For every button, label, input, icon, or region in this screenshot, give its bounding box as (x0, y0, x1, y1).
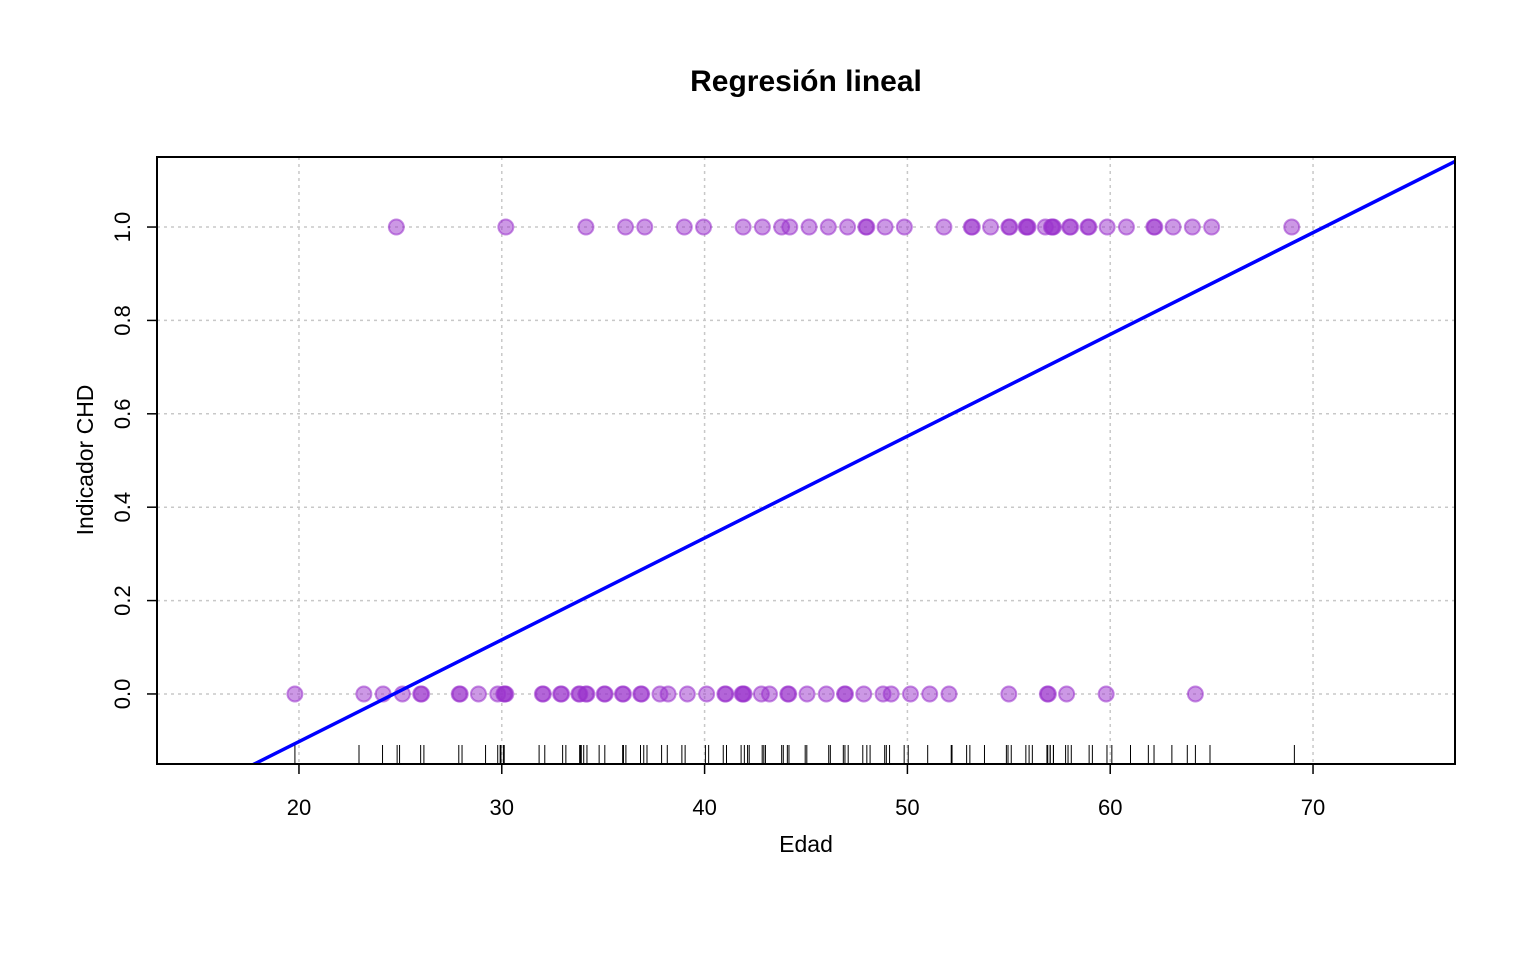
data-point (613, 685, 631, 703)
data-point (800, 218, 818, 236)
grid-lines (157, 157, 1455, 764)
data-point (716, 685, 734, 703)
data-point (882, 685, 900, 703)
x-axis-label: Edad (779, 831, 833, 857)
chart-title: Regresión lineal (690, 65, 922, 98)
data-point (1017, 218, 1035, 236)
x-tick-label: 60 (1098, 795, 1122, 820)
data-point (695, 218, 713, 236)
data-point (1058, 685, 1076, 703)
rug-marks (294, 745, 1295, 764)
data-point (1042, 218, 1060, 236)
y-tick-label: 0.0 (110, 679, 135, 710)
data-point (1117, 218, 1135, 236)
data-point (857, 218, 875, 236)
y-tick-label: 0.2 (110, 585, 135, 616)
data-point (1079, 218, 1097, 236)
x-tick-label: 30 (490, 795, 514, 820)
data-point (675, 218, 693, 236)
x-tick-label: 40 (692, 795, 716, 820)
data-point (286, 685, 304, 703)
x-tick-label: 70 (1301, 795, 1325, 820)
data-point (733, 685, 751, 703)
data-point (552, 685, 570, 703)
data-point (355, 685, 373, 703)
data-point (1203, 218, 1221, 236)
regression-line-group (250, 159, 1455, 764)
data-point (659, 685, 677, 703)
data-point (836, 685, 854, 703)
data-point (577, 218, 595, 236)
data-point (839, 218, 857, 236)
data-point (760, 685, 778, 703)
data-point (1061, 218, 1079, 236)
data-point (632, 685, 650, 703)
data-point (1038, 685, 1056, 703)
data-point (678, 685, 696, 703)
data-point (577, 685, 595, 703)
data-point (636, 218, 654, 236)
data-point (1145, 218, 1163, 236)
data-point (616, 218, 634, 236)
data-point (533, 685, 551, 703)
data-point (495, 685, 513, 703)
y-tick-label: 0.4 (110, 492, 135, 523)
data-point (895, 218, 913, 236)
y-axis: 0.0 0.2 0.4 0.6 0.8 1.0 (110, 212, 157, 710)
data-point (876, 218, 894, 236)
data-point (1283, 218, 1301, 236)
y-axis-label: Indicador CHD (72, 385, 98, 536)
data-point (817, 685, 835, 703)
data-point (1164, 218, 1182, 236)
data-point (940, 685, 958, 703)
data-point (1000, 685, 1018, 703)
data-point (855, 685, 873, 703)
data-point (819, 218, 837, 236)
data-point (734, 218, 752, 236)
data-point (1097, 685, 1115, 703)
data-point (753, 218, 771, 236)
x-tick-label: 50 (895, 795, 919, 820)
data-point (595, 685, 613, 703)
data-point (798, 685, 816, 703)
data-point (982, 218, 1000, 236)
x-tick-label: 20 (287, 795, 311, 820)
regression-line (250, 159, 1455, 764)
scatter-points (286, 218, 1301, 703)
y-tick-label: 0.6 (110, 399, 135, 430)
data-point (469, 685, 487, 703)
data-point (962, 218, 980, 236)
data-point (921, 685, 939, 703)
data-point (901, 685, 919, 703)
data-point (1098, 218, 1116, 236)
data-point (497, 218, 515, 236)
y-tick-label: 0.8 (110, 305, 135, 336)
data-point (387, 218, 405, 236)
data-point (779, 685, 797, 703)
data-point (698, 685, 716, 703)
data-point (1183, 218, 1201, 236)
data-point (781, 218, 799, 236)
data-point (412, 685, 430, 703)
data-point (1186, 685, 1204, 703)
data-point (935, 218, 953, 236)
data-point (1000, 218, 1018, 236)
x-axis: 20 30 40 50 60 70 (287, 764, 1325, 820)
plot-frame (156, 156, 1456, 765)
y-tick-label: 1.0 (110, 212, 135, 243)
data-point (450, 685, 468, 703)
